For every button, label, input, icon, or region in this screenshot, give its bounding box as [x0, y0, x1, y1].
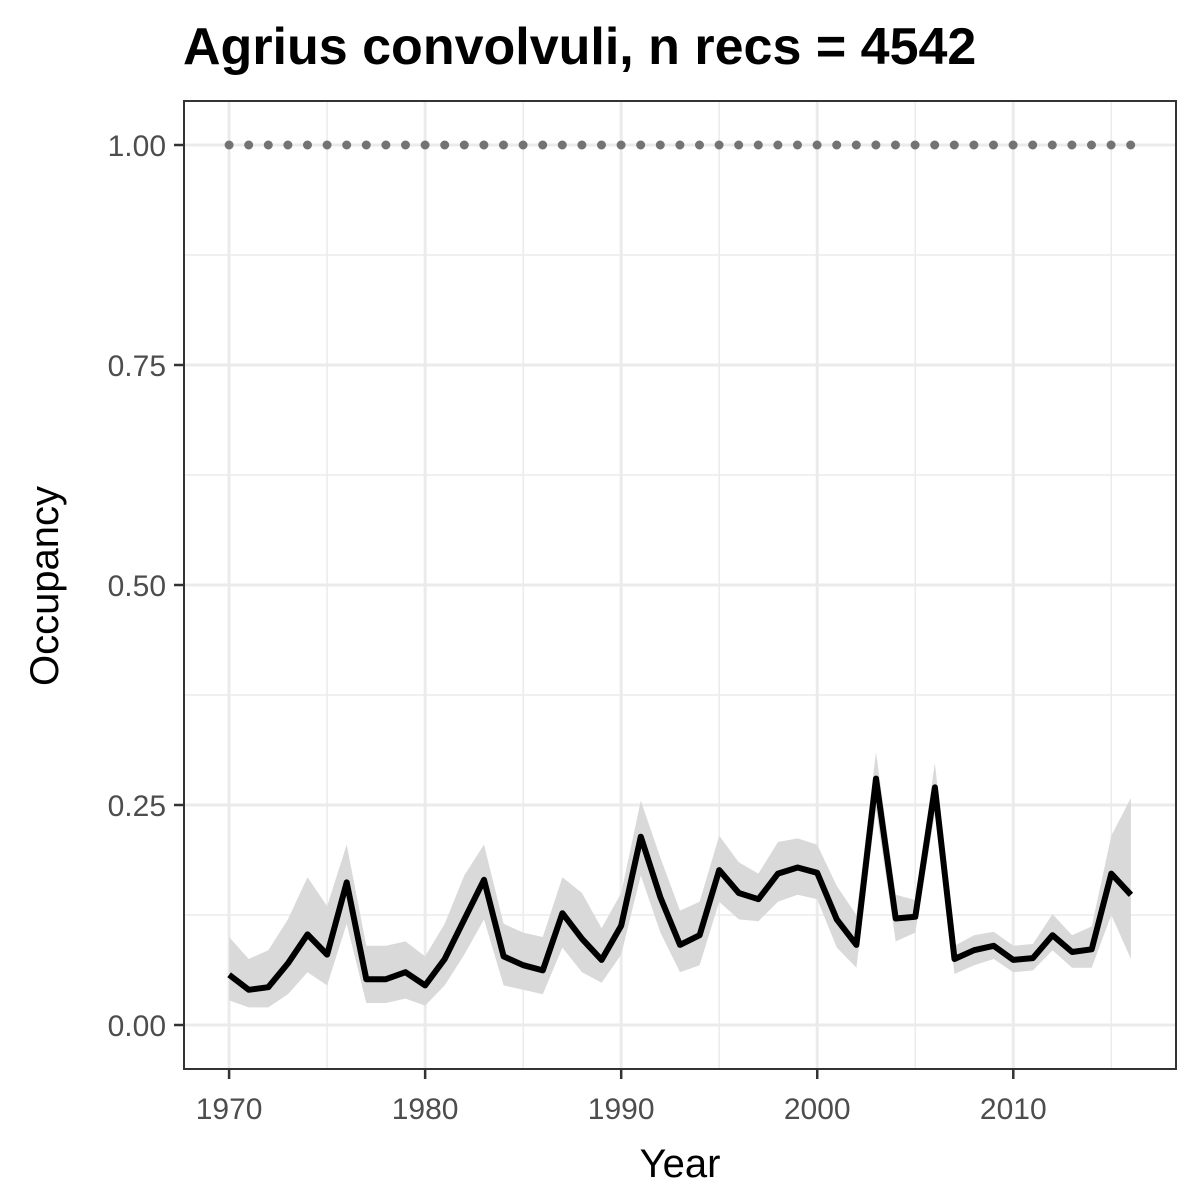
- y-axis-title: Occupancy: [23, 486, 67, 686]
- occupancy-line: [227, 775, 1134, 993]
- y-tick-label: 0.00: [108, 1010, 166, 1043]
- x-tick-label: 1980: [392, 1093, 459, 1126]
- x-axis-title: Year: [640, 1142, 721, 1186]
- occupancy-line-layer: [227, 775, 1134, 993]
- chart-title: Agrius convolvuli, n recs = 4542: [183, 18, 976, 76]
- y-tick-label: 0.25: [108, 790, 166, 823]
- y-tick-label: 0.50: [108, 570, 166, 603]
- y-axis: 0.00 0.25 0.50 0.75 1.00: [108, 130, 184, 1043]
- y-tick-label: 0.75: [108, 350, 166, 383]
- y-tick-label: 1.00: [108, 130, 166, 163]
- x-tick-label: 1970: [196, 1093, 263, 1126]
- x-tick-label: 2000: [784, 1093, 851, 1126]
- x-tick-label: 2010: [980, 1093, 1047, 1126]
- x-axis: 1970 1980 1990 2000 2010: [196, 1069, 1047, 1126]
- x-tick-label: 1990: [588, 1093, 655, 1126]
